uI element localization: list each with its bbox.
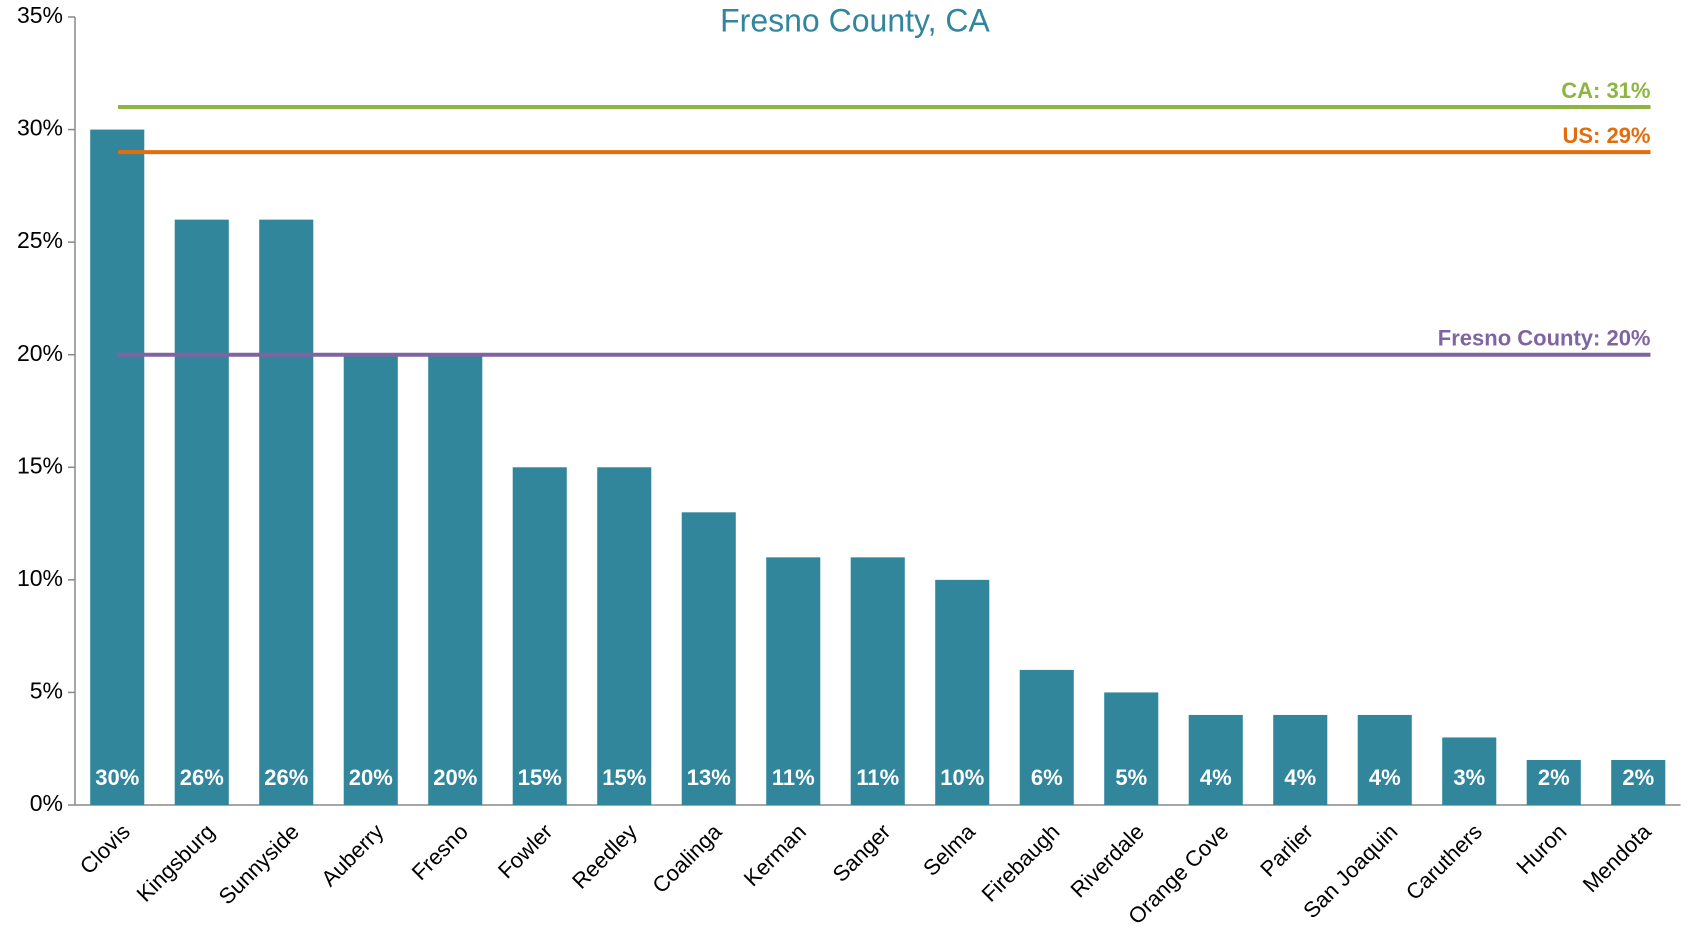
value-label: 15% <box>518 765 562 790</box>
x-tick-label: Sunnyside <box>214 819 304 909</box>
value-label: 30% <box>95 765 139 790</box>
bar <box>174 219 229 806</box>
reference-label: CA: 31% <box>1561 78 1650 103</box>
bar <box>1019 669 1074 805</box>
reference-label: Fresno County: 20% <box>1438 326 1651 351</box>
y-tick-label: 5% <box>30 678 63 704</box>
value-label: 4% <box>1369 765 1401 790</box>
value-label: 2% <box>1622 765 1654 790</box>
x-tick-label: Coalinga <box>647 818 727 898</box>
x-tick-label: Riverdale <box>1066 819 1149 902</box>
value-label: 10% <box>940 765 984 790</box>
value-label: 13% <box>687 765 731 790</box>
y-tick-label: 10% <box>17 565 63 591</box>
bar <box>681 512 736 805</box>
bar <box>1273 714 1328 805</box>
y-tick-label: 25% <box>17 227 63 253</box>
x-tick-label: Fresno <box>407 819 473 885</box>
y-tick-label: 20% <box>17 340 63 366</box>
bar <box>766 557 821 805</box>
x-tick-label: Fowler <box>493 819 557 883</box>
bar <box>1442 737 1497 805</box>
bar <box>1526 759 1581 805</box>
y-tick-label: 35% <box>17 2 63 28</box>
value-label: 11% <box>856 765 899 790</box>
value-label: 26% <box>180 765 224 790</box>
value-label: 3% <box>1453 765 1485 790</box>
x-tick-label: Kingsburg <box>132 819 220 907</box>
y-tick-label: 30% <box>17 115 63 141</box>
value-label: 20% <box>349 765 393 790</box>
x-tick-label: Kerman <box>739 819 811 891</box>
x-tick-label: Caruthers <box>1401 819 1487 905</box>
reference-label: US: 29% <box>1562 123 1650 148</box>
x-tick-label: Selma <box>918 818 980 880</box>
bar <box>428 354 483 805</box>
value-label: 6% <box>1031 765 1063 790</box>
y-tick-label: 15% <box>17 452 63 478</box>
x-tick-label: Mendota <box>1578 818 1657 897</box>
x-tick-label: Firebaugh <box>977 819 1065 907</box>
x-tick-label: Parlier <box>1255 819 1318 882</box>
bar <box>1104 692 1159 805</box>
x-tick-label: Sanger <box>828 819 896 887</box>
x-tick-label: Reedley <box>567 819 642 894</box>
bar <box>90 129 145 806</box>
value-label: 5% <box>1115 765 1147 790</box>
x-tick-label: Auberry <box>316 819 388 891</box>
bar <box>597 467 652 805</box>
bar <box>1188 714 1243 805</box>
x-tick-label: Huron <box>1511 819 1571 879</box>
value-label: 11% <box>772 765 815 790</box>
value-label: 2% <box>1538 765 1570 790</box>
value-label: 4% <box>1200 765 1232 790</box>
bar <box>850 557 905 805</box>
value-label: 15% <box>602 765 646 790</box>
x-tick-label: Clovis <box>75 819 135 879</box>
bar <box>1611 759 1666 805</box>
value-label: 20% <box>433 765 477 790</box>
bar <box>1357 714 1412 805</box>
chart-title: Fresno County, CA <box>720 2 990 38</box>
value-label: 26% <box>264 765 308 790</box>
y-tick-label: 0% <box>30 790 63 816</box>
bar <box>343 354 398 805</box>
bar <box>259 219 314 806</box>
bar <box>512 467 567 805</box>
bar <box>935 579 990 805</box>
value-label: 4% <box>1284 765 1316 790</box>
